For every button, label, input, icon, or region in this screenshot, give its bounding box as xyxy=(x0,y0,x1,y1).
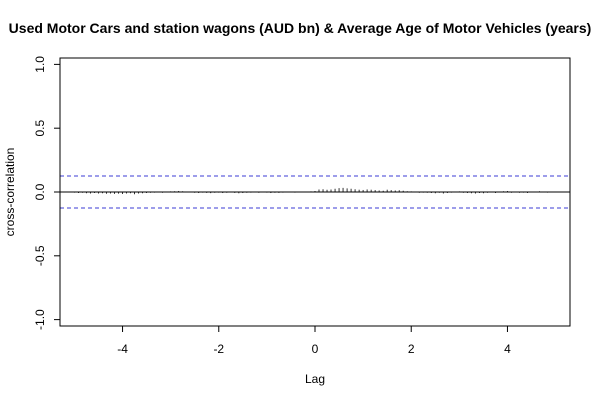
x-tick-label: 0 xyxy=(312,342,319,356)
x-tick-label: 4 xyxy=(504,342,511,356)
y-axis-label: cross-correlation xyxy=(3,148,17,237)
y-tick-label: 0.5 xyxy=(33,120,47,137)
x-tick-label: -2 xyxy=(213,342,224,356)
y-tick-label: -1.0 xyxy=(33,309,47,330)
x-axis: -4 -2 0 2 4 xyxy=(117,325,511,356)
chart-title: Used Motor Cars and station wagons (AUD … xyxy=(9,20,592,36)
x-tick-label: -4 xyxy=(117,342,128,356)
y-tick-label: -0.5 xyxy=(33,245,47,266)
bars xyxy=(74,187,556,195)
y-tick-label: 1.0 xyxy=(33,56,47,73)
x-axis-label: Lag xyxy=(305,372,325,386)
x-tick-label: 2 xyxy=(408,342,415,356)
y-tick-label: 0.0 xyxy=(33,183,47,200)
y-axis: -1.0 -0.5 0.0 0.5 1.0 xyxy=(33,56,61,330)
